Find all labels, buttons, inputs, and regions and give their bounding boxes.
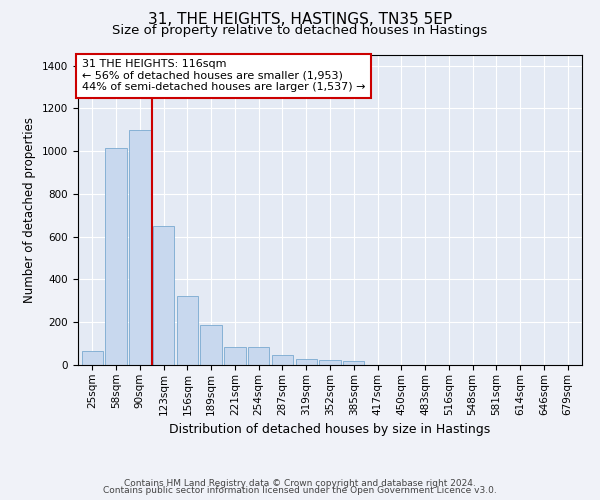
Bar	[296, 359, 317, 365]
Bar	[129, 130, 151, 365]
Bar	[343, 361, 364, 365]
Text: 31 THE HEIGHTS: 116sqm
← 56% of detached houses are smaller (1,953)
44% of semi-: 31 THE HEIGHTS: 116sqm ← 56% of detached…	[82, 60, 365, 92]
Bar	[106, 148, 127, 365]
Bar	[272, 356, 293, 365]
Bar	[200, 326, 222, 365]
X-axis label: Distribution of detached houses by size in Hastings: Distribution of detached houses by size …	[169, 423, 491, 436]
Text: Size of property relative to detached houses in Hastings: Size of property relative to detached ho…	[112, 24, 488, 37]
Text: Contains HM Land Registry data © Crown copyright and database right 2024.: Contains HM Land Registry data © Crown c…	[124, 478, 476, 488]
Bar	[319, 360, 341, 365]
Text: Contains public sector information licensed under the Open Government Licence v3: Contains public sector information licen…	[103, 486, 497, 495]
Bar	[153, 226, 174, 365]
Text: 31, THE HEIGHTS, HASTINGS, TN35 5EP: 31, THE HEIGHTS, HASTINGS, TN35 5EP	[148, 12, 452, 28]
Bar	[248, 347, 269, 365]
Bar	[224, 347, 245, 365]
Y-axis label: Number of detached properties: Number of detached properties	[23, 117, 37, 303]
Bar	[176, 296, 198, 365]
Bar	[82, 351, 103, 365]
